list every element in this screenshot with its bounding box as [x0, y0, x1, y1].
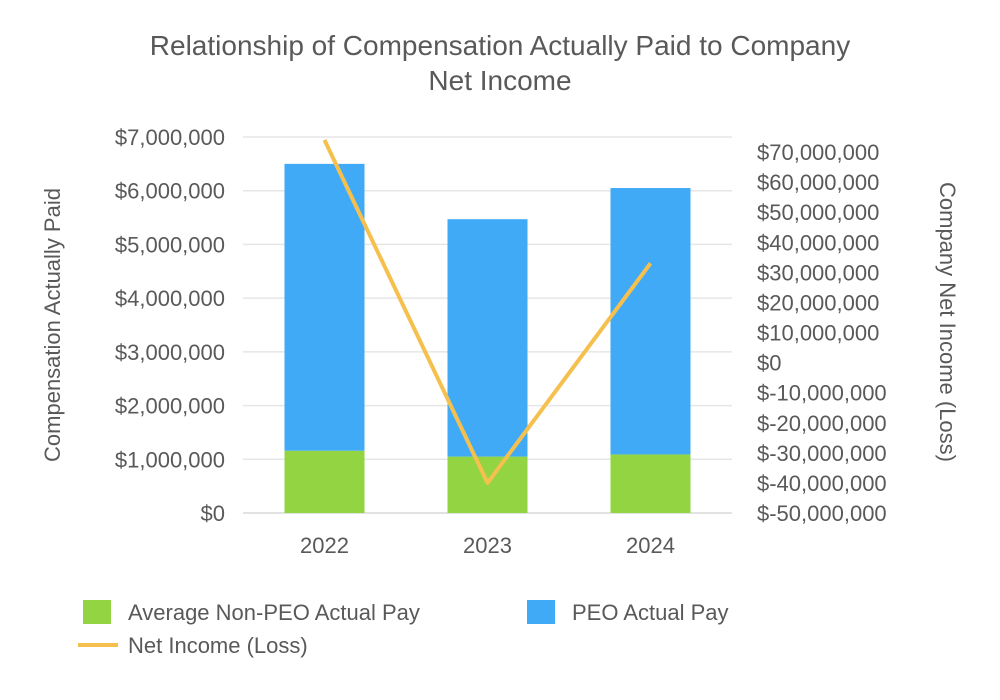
- legend-swatch-average-non-peo-actual-pay: [83, 600, 111, 624]
- right-axis-ticks: $-50,000,000 $-40,000,000 $-30,000,000 $-20…: [757, 140, 887, 526]
- bar-average-non-peo-actual-pay-2022: [284, 450, 365, 513]
- bar-peo-actual-pay-2023: [447, 219, 528, 457]
- y2-tick-label: $40,000,000: [757, 230, 879, 255]
- y-tick-label: $5,000,000: [115, 232, 225, 257]
- x-tick-label: 2023: [463, 533, 512, 558]
- left-axis-ticks: $0 $1,000,000 $2,000,000 $3,000,000 $4,000,0…: [115, 125, 225, 526]
- y2-tick-label: $50,000,000: [757, 200, 879, 225]
- y2-axis-title: Company Net Income (Loss): [935, 182, 960, 462]
- y-axis-title: Compensation Actually Paid: [40, 188, 65, 462]
- y-tick-label: $3,000,000: [115, 340, 225, 365]
- y2-tick-label: $10,000,000: [757, 321, 879, 346]
- x-tick-label: 2024: [626, 533, 675, 558]
- chart-title-line: Relationship of Compensation Actually Pa…: [150, 30, 850, 61]
- y2-tick-label: $-40,000,000: [757, 471, 887, 496]
- y2-tick-label: $70,000,000: [757, 140, 879, 165]
- y2-tick-label: $-20,000,000: [757, 411, 887, 436]
- y2-tick-label: $30,000,000: [757, 260, 879, 285]
- bar-average-non-peo-actual-pay-2024: [610, 454, 691, 513]
- y-tick-label: $0: [201, 501, 225, 526]
- y-tick-label: $7,000,000: [115, 125, 225, 150]
- x-tick-label: 2022: [300, 533, 349, 558]
- y-tick-label: $6,000,000: [115, 179, 225, 204]
- y-tick-label: $1,000,000: [115, 447, 225, 472]
- net-income-line-group: [322, 139, 653, 485]
- y2-tick-label: $-10,000,000: [757, 381, 887, 406]
- y2-tick-label: $-50,000,000: [757, 501, 887, 526]
- x-axis-ticks: 2022 2023 2024: [300, 533, 675, 558]
- y-tick-label: $4,000,000: [115, 286, 225, 311]
- bar-peo-actual-pay-2022: [284, 163, 365, 451]
- legend-swatch-peo-actual-pay: [527, 600, 555, 624]
- chart-title-line: Net Income: [428, 65, 571, 96]
- y2-tick-label: $0: [757, 351, 781, 376]
- y2-tick-label: $20,000,000: [757, 290, 879, 315]
- bar-peo-actual-pay-2024: [610, 188, 691, 455]
- y2-tick-label: $60,000,000: [757, 170, 879, 195]
- legend: Average Non-PEO Actual Pay PEO Actual Pay…: [78, 600, 729, 658]
- legend-label: Net Income (Loss): [128, 633, 308, 658]
- legend-label: PEO Actual Pay: [572, 600, 729, 625]
- y-tick-label: $2,000,000: [115, 394, 225, 419]
- bars: [284, 163, 691, 513]
- chart-title: Relationship of Compensation Actually Pa…: [150, 30, 850, 96]
- net-income-line: [322, 139, 653, 485]
- y2-tick-label: $-30,000,000: [757, 441, 887, 466]
- legend-label: Average Non-PEO Actual Pay: [128, 600, 420, 625]
